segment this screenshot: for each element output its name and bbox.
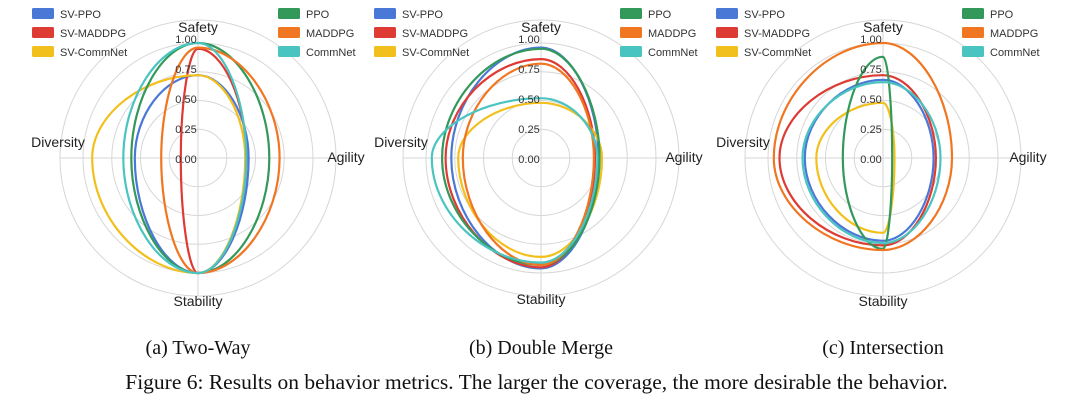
legend-swatch-ppo [620,8,642,19]
tick-label: 0.75 [518,64,539,76]
tick-label: 0.25 [175,124,196,136]
series-commnet-curve [430,97,599,264]
axis-label-agility: Agility [1009,149,1046,165]
tick-label: 0.25 [518,124,539,136]
legend-swatch-sv-commnet [374,46,396,57]
series-commnet-curve [801,81,942,245]
legend-swatch-ppo [278,8,300,19]
legend-label-commnet: CommNet [306,47,356,59]
tick-label: 0.00 [518,154,539,166]
subcaption-1: (a) Two-Way [146,337,251,359]
legend-swatch-maddpg [962,27,984,38]
tick-label: 0.50 [860,94,881,106]
legend-label-sv-ppo: SV-PPO [402,9,443,21]
axis-label-safety: Safety [863,19,903,35]
subcaption-2: (b) Double Merge [469,337,613,359]
figure-6-radar-charts: 0.000.250.500.751.00SafetyAgilityStabili… [31,8,1047,359]
legend-swatch-ppo [962,8,984,19]
legend-swatch-commnet [278,46,300,57]
legend-swatch-maddpg [278,27,300,38]
legend-swatch-sv-commnet [716,46,738,57]
series-sv-maddpg-curve [778,74,937,247]
series-sv-commnet-curve [815,101,896,234]
legend-label-sv-commnet: SV-CommNet [60,47,127,59]
axis-label-diversity: Diversity [31,134,85,150]
legend-swatch-sv-maddpg [716,27,738,38]
tick-label: 0.00 [860,154,881,166]
legend-label-sv-maddpg: SV-MADDPG [744,28,810,40]
legend-swatch-sv-ppo [374,8,396,19]
series-ppo-curve [841,55,894,250]
series-sv-maddpg-curve [444,58,597,269]
legend-swatch-commnet [620,46,642,57]
legend-swatch-sv-maddpg [374,27,396,38]
tick-label: 1.00 [518,34,539,46]
legend-label-sv-ppo: SV-PPO [744,9,785,21]
tick-label: 1.00 [175,34,196,46]
tick-label: 0.50 [518,94,539,106]
tick-label: 0.50 [175,94,196,106]
legend-label-sv-maddpg: SV-MADDPG [60,28,126,40]
legend-label-ppo: PPO [306,9,330,21]
legend-label-commnet: CommNet [990,47,1040,59]
legend-label-sv-ppo: SV-PPO [60,9,101,21]
legend-swatch-sv-ppo [716,8,738,19]
axis-label-safety: Safety [521,19,561,35]
axis-label-diversity: Diversity [716,134,770,150]
series-commnet-curve [122,41,248,275]
legend-swatch-commnet [962,46,984,57]
legend-label-sv-commnet: SV-CommNet [744,47,811,59]
legend-label-sv-maddpg: SV-MADDPG [402,28,468,40]
legend-swatch-maddpg [620,27,642,38]
figure-caption: Figure 6: Results on behavior metrics. T… [125,370,948,394]
axis-label-agility: Agility [665,149,702,165]
series-maddpg-curve [772,41,954,252]
legend-label-maddpg: MADDPG [648,28,696,40]
axis-label-agility: Agility [327,149,364,165]
legend-swatch-sv-commnet [32,46,54,57]
legend-label-commnet: CommNet [648,47,698,59]
axis-label-stability: Stability [173,293,222,309]
axis-label-diversity: Diversity [374,134,428,150]
axis-label-stability: Stability [516,291,565,307]
tick-label: 0.75 [860,64,881,76]
legend-label-maddpg: MADDPG [990,28,1038,40]
legend-label-sv-commnet: SV-CommNet [402,47,469,59]
tick-label: 1.00 [860,34,881,46]
legend-label-ppo: PPO [648,9,672,21]
tick-label: 0.00 [175,154,196,166]
axis-label-stability: Stability [858,293,907,309]
axis-label-safety: Safety [178,19,218,35]
legend-label-ppo: PPO [990,9,1014,21]
tick-label: 0.75 [175,64,196,76]
subcaption-3: (c) Intersection [822,337,944,359]
legend-swatch-sv-maddpg [32,27,54,38]
tick-label: 0.25 [860,124,881,136]
legend-swatch-sv-ppo [32,8,54,19]
legend-label-maddpg: MADDPG [306,28,354,40]
